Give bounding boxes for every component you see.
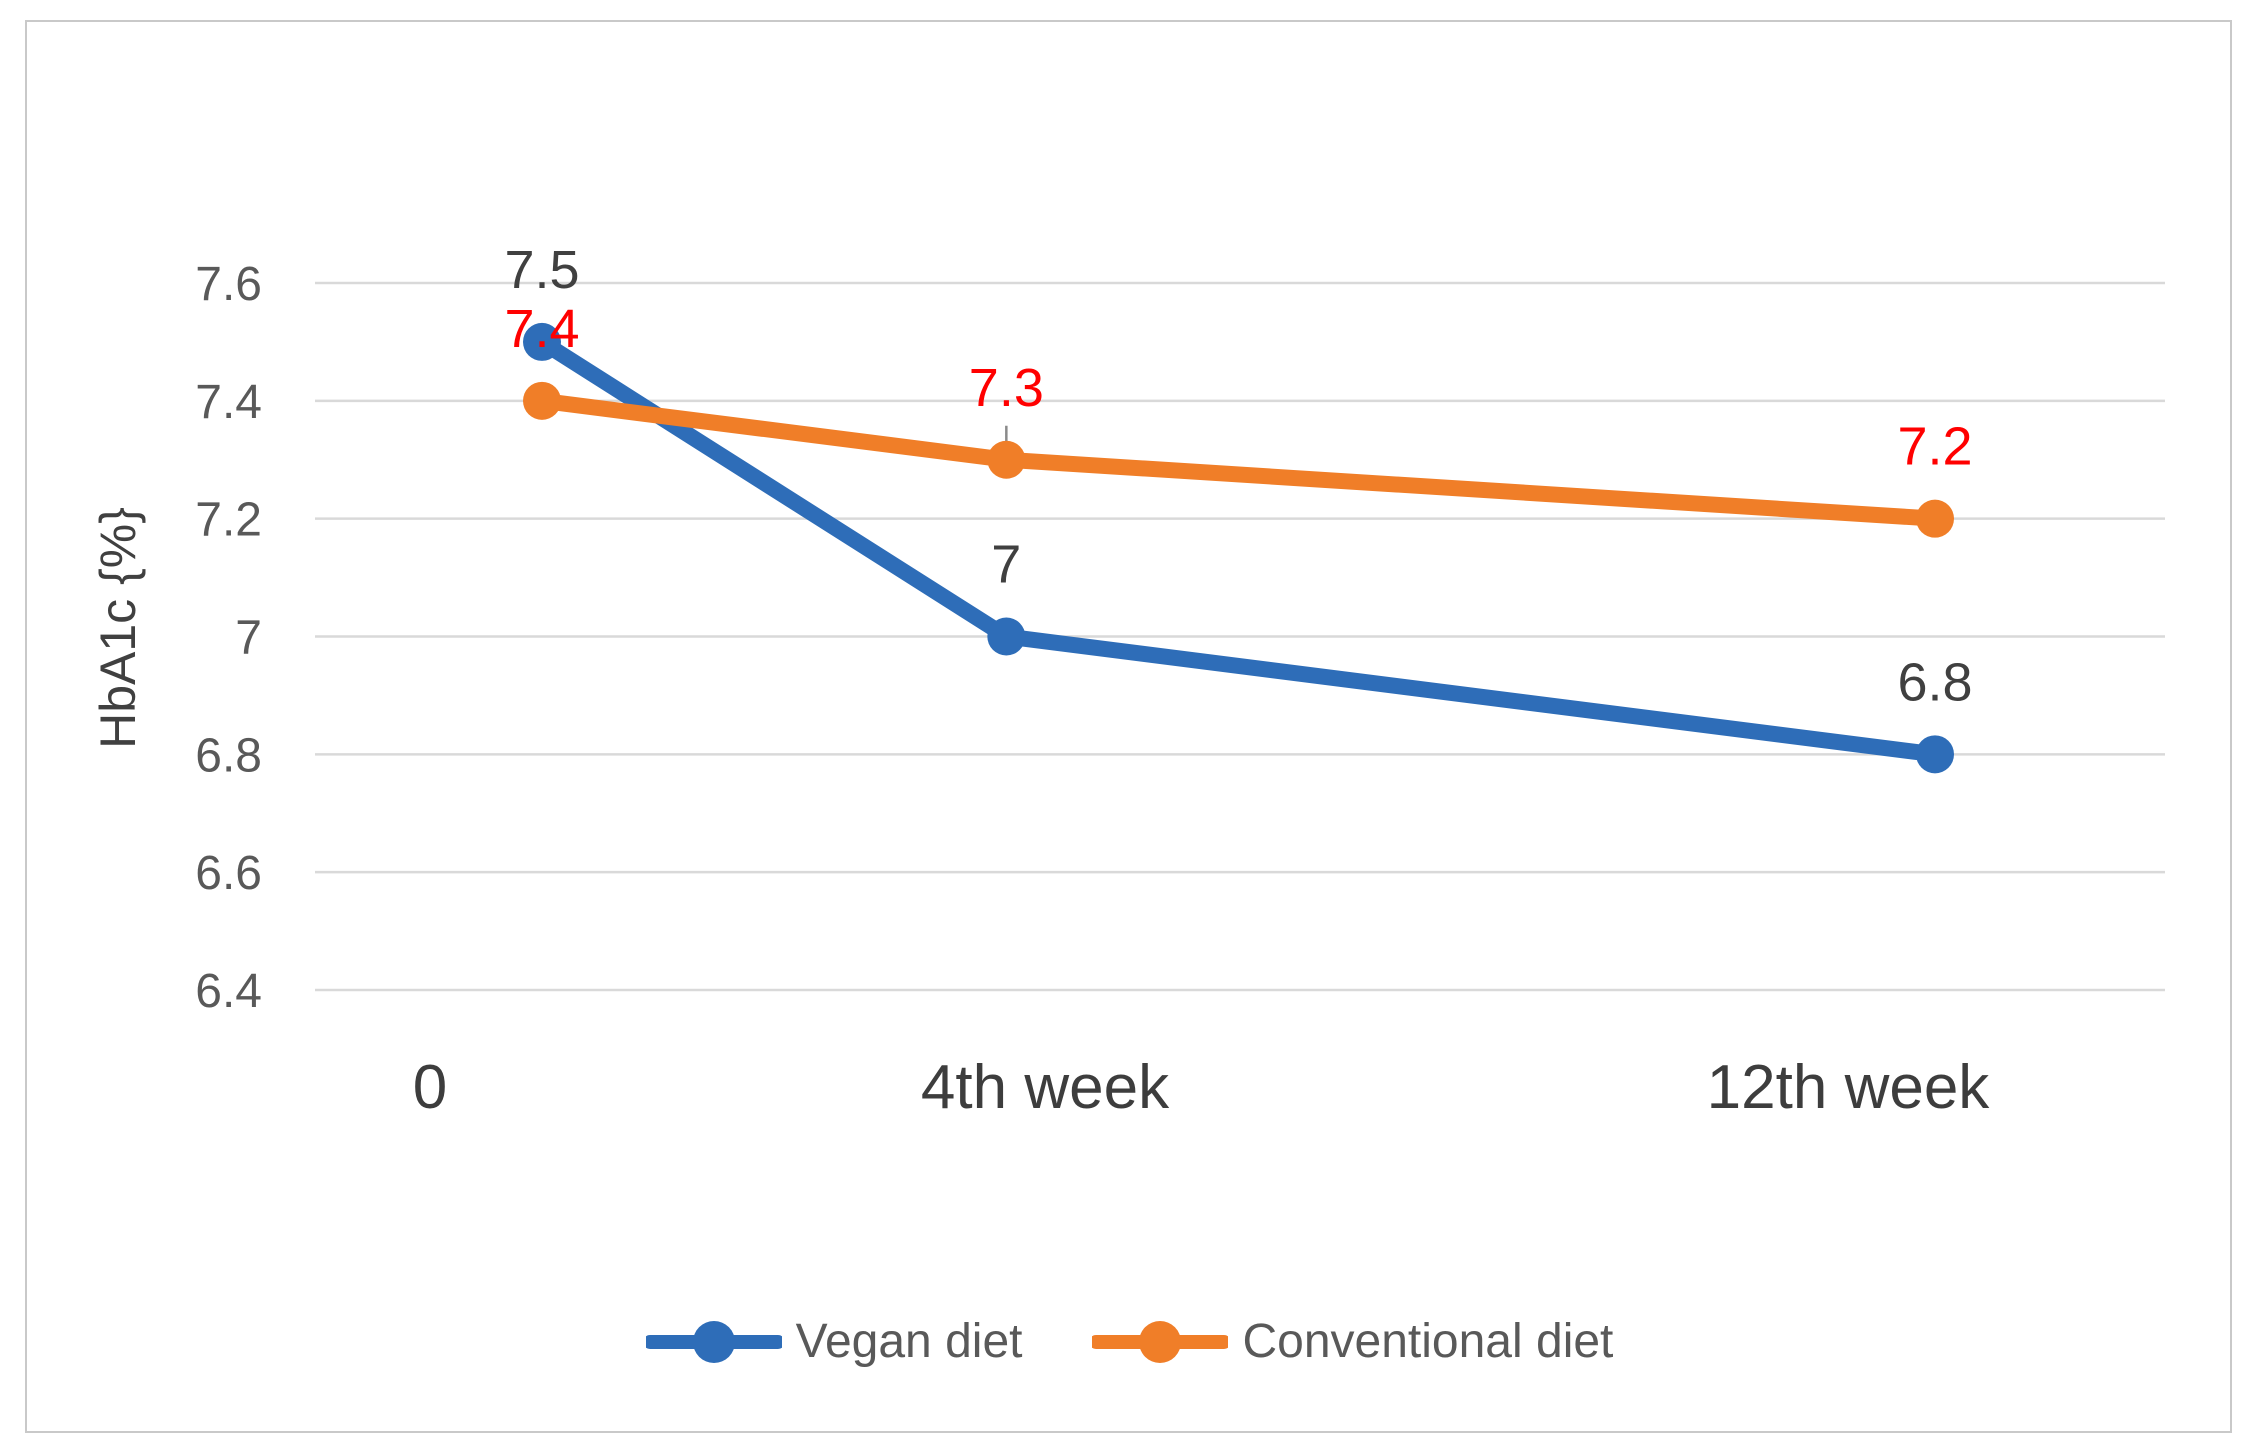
series-line-conventional-diet — [534, 392, 1943, 527]
series-lines — [523, 322, 1954, 774]
y-tick-label: 7.2 — [195, 494, 262, 547]
gridlines — [315, 281, 2165, 992]
y-axis-tick-labels: 7.6 7.4 7.2 7 6.8 6.6 6.4 — [195, 258, 262, 1018]
legend-label: Conventional diet — [1242, 1315, 1614, 1368]
data-label-conventional-diet: 7.3 — [969, 358, 1044, 418]
legend: Vegan diet Conventional diet — [0, 1302, 2259, 1382]
data-label-vegan-diet: 7 — [991, 535, 1021, 595]
legend-label: Vegan diet — [795, 1315, 1023, 1368]
data-point-marker-vegan-diet — [1916, 735, 1954, 774]
y-tick-label: 6.6 — [195, 847, 262, 900]
legend-swatch — [645, 1321, 782, 1363]
data-labels: 7.5 7 6.8 7.4 7.3 7.2 — [504, 240, 1972, 712]
data-point-marker-conventional-diet — [987, 440, 1026, 479]
y-tick-label: 7 — [235, 612, 262, 665]
data-point-marker-vegan-diet — [523, 322, 561, 361]
x-tick-label: 0 — [413, 1053, 447, 1122]
y-tick-label: 7.6 — [195, 258, 262, 311]
x-tick-label: 4th week — [921, 1053, 1170, 1122]
series-line-vegan-diet — [534, 333, 1943, 763]
data-point-marker-conventional-diet — [523, 381, 561, 420]
x-axis-tick-labels: 0 4th week 12th week — [413, 1053, 1991, 1122]
data-point-marker-conventional-diet — [1916, 499, 1954, 538]
y-tick-label: 6.8 — [195, 729, 262, 782]
data-label-conventional-diet: 7.2 — [1897, 417, 1972, 477]
legend-item-conventional-diet: Conventional diet — [1092, 1302, 1613, 1382]
y-tick-label: 7.4 — [195, 376, 262, 429]
y-tick-label: 6.4 — [195, 965, 262, 1018]
legend-swatch — [1092, 1321, 1229, 1363]
data-label-conventional-diet: 7.4 — [504, 299, 579, 359]
data-point-marker-vegan-diet — [987, 617, 1026, 656]
chart-frame — [25, 20, 2232, 1433]
data-label-vegan-diet: 6.8 — [1897, 652, 1972, 712]
data-label-vegan-diet: 7.5 — [504, 240, 579, 300]
legend-item-vegan-diet: Vegan diet — [645, 1302, 1023, 1382]
x-tick-label: 12th week — [1707, 1053, 1991, 1122]
y-axis-title: HbA1c {%} — [90, 507, 146, 749]
